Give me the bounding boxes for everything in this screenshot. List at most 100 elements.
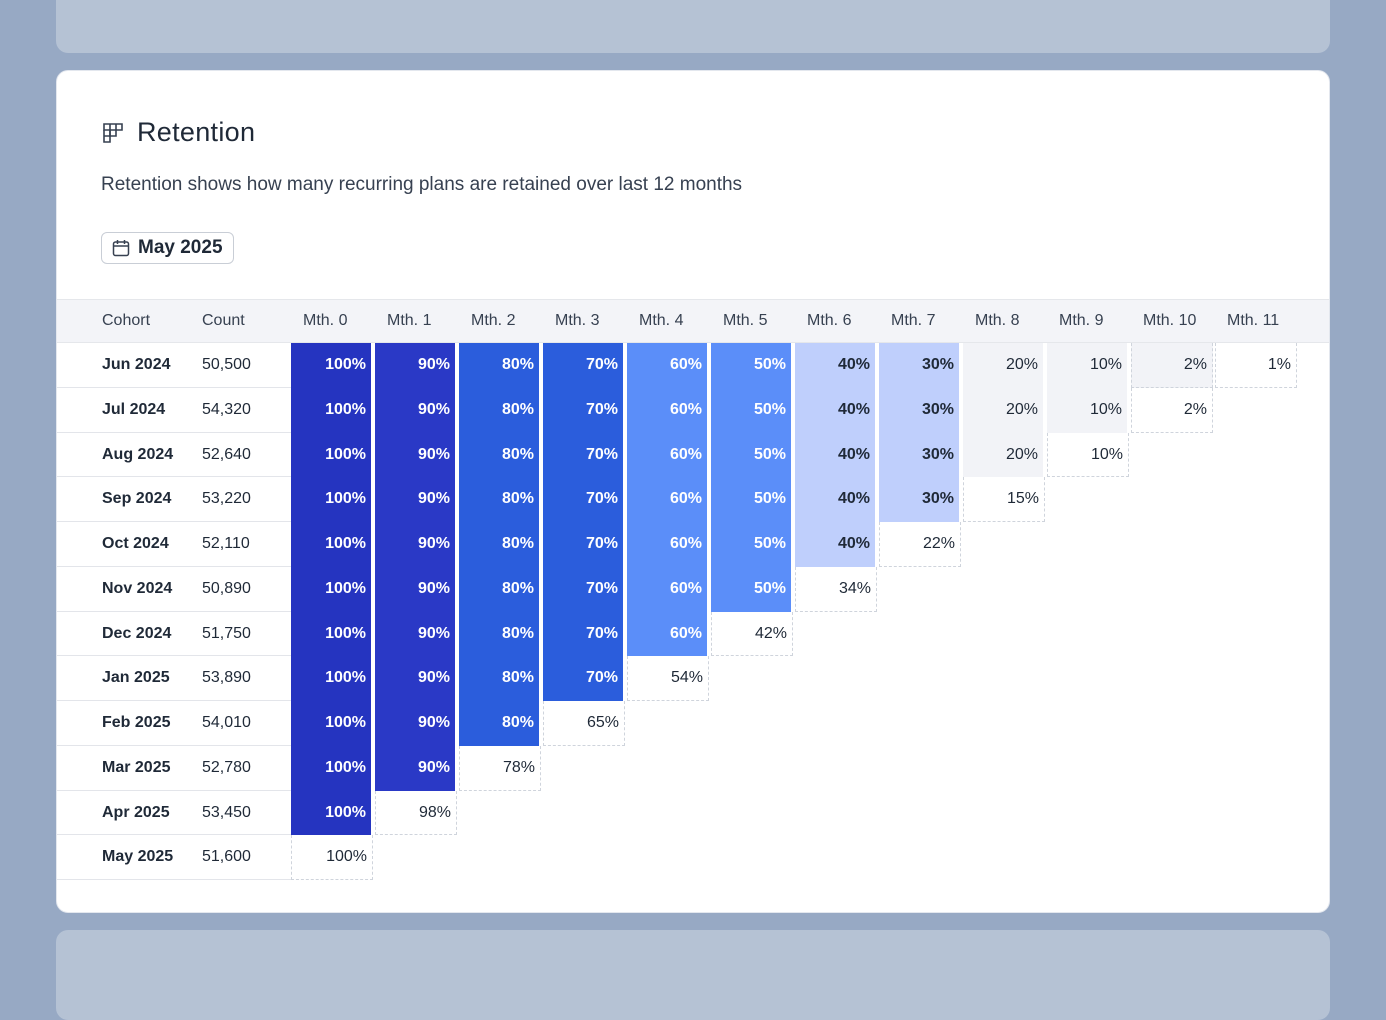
retention-cell: 2% [1131, 343, 1213, 388]
retention-cell: 60% [627, 566, 709, 612]
retention-cell: 90% [375, 387, 457, 433]
row-label-cell: Oct 2024 52,110 [57, 522, 291, 567]
table-row: Jun 2024 50,500 100% 90% 80% 70% 60% 50% 40% 30% 2… [57, 343, 1329, 388]
retention-cell: 90% [375, 477, 457, 522]
retention-cell: 78% [459, 745, 541, 791]
retention-cell: 60% [627, 387, 709, 433]
row-label-cell: Aug 2024 52,640 [57, 433, 291, 478]
retention-cell: 30% [879, 343, 961, 388]
retention-cell: 42% [711, 611, 793, 657]
retention-cell: 50% [711, 432, 793, 478]
row-label-cell: Sep 2024 53,220 [57, 477, 291, 522]
cohort-label: Sep 2024 [102, 490, 172, 508]
retention-cell: 20% [963, 343, 1045, 388]
cohort-count: 52,780 [202, 758, 251, 776]
cohort-label: Feb 2025 [102, 714, 171, 731]
header-month-2: Mth. 2 [471, 312, 516, 329]
retention-cell: 80% [459, 343, 541, 388]
retention-cell: 70% [543, 387, 625, 433]
retention-cell: 90% [375, 432, 457, 478]
next-card [56, 930, 1330, 1020]
row-label-cell: Mar 2025 52,780 [57, 746, 291, 791]
retention-cell: 20% [963, 387, 1045, 433]
retention-cell: 90% [375, 611, 457, 657]
retention-cell: 100% [291, 343, 373, 388]
retention-cell: 50% [711, 477, 793, 522]
header-month-10: Mth. 10 [1143, 312, 1197, 329]
retention-cell: 80% [459, 387, 541, 433]
retention-cell: 80% [459, 477, 541, 522]
cohort-count: 50,890 [202, 579, 251, 597]
header-month-6: Mth. 6 [807, 312, 852, 329]
cohort-count: 54,320 [202, 400, 251, 418]
cohort-label: Apr 2025 [102, 803, 170, 821]
header-month-8: Mth. 8 [975, 312, 1020, 329]
header-month-1: Mth. 1 [387, 312, 432, 329]
row-label-cell: Apr 2025 53,450 [57, 791, 291, 836]
retention-cell: 100% [291, 701, 373, 746]
retention-cell: 60% [627, 432, 709, 478]
retention-cell: 50% [711, 566, 793, 612]
retention-cell: 2% [1131, 387, 1213, 433]
cohort-count: 53,890 [202, 669, 251, 687]
retention-cell: 50% [711, 387, 793, 433]
cohort-label: Jan 2025 [102, 669, 170, 687]
retention-cell: 90% [375, 343, 457, 388]
table-row: Aug 2024 52,640 100% 90% 80% 70% 60% 50% 40% 30% 2… [57, 432, 1329, 478]
retention-cell: 80% [459, 522, 541, 567]
table-header: Cohort Count Mth. 0 Mth. 1 Mth. 2 Mth. 3 Mth… [57, 299, 1329, 343]
retention-cell: 80% [459, 432, 541, 478]
header-month-3: Mth. 3 [555, 312, 600, 329]
table-row: Oct 2024 52,110 100% 90% 80% 70% 60% 50% 40% 22% [57, 522, 1329, 567]
row-label-cell: May 2025 51,600 [57, 835, 291, 880]
header-cohort: Cohort [102, 312, 151, 329]
retention-cell: 100% [291, 522, 373, 567]
table-grid-icon [101, 121, 125, 145]
retention-cell: 90% [375, 701, 457, 746]
retention-cell: 100% [291, 387, 373, 433]
cohort-label: Aug 2024 [102, 445, 174, 463]
cohort-count: 50,500 [202, 356, 251, 373]
retention-cell: 98% [375, 790, 457, 836]
retention-cell: 40% [795, 477, 877, 522]
retention-cell: 1% [1215, 343, 1297, 388]
date-picker-button[interactable]: May 2025 [101, 232, 234, 264]
row-label-cell: Feb 2025 54,010 [57, 701, 291, 746]
card-title: Retention [137, 117, 256, 147]
card-subtitle: Retention shows how many recurring plans… [101, 174, 743, 195]
cohort-label: Oct 2024 [102, 535, 169, 552]
header-month-5: Mth. 5 [723, 312, 768, 329]
retention-cell: 15% [963, 477, 1045, 522]
retention-cell: 40% [795, 522, 877, 567]
retention-cell: 70% [543, 566, 625, 612]
retention-cell: 40% [795, 343, 877, 388]
cohort-count: 52,110 [202, 535, 250, 552]
header-count: Count [202, 312, 245, 329]
table-row: Jul 2024 54,320 100% 90% 80% 70% 60% 50% 40% 30% 2… [57, 387, 1329, 433]
retention-cell: 20% [963, 432, 1045, 478]
retention-cell: 30% [879, 432, 961, 478]
cohort-label: Jul 2024 [102, 400, 166, 418]
table-row: Feb 2025 54,010 100% 90% 80% 65% [57, 701, 1329, 746]
retention-cell: 60% [627, 522, 709, 567]
table-row: Dec 2024 51,750 100% 90% 80% 70% 60% 42% [57, 611, 1329, 657]
retention-cell: 22% [879, 522, 961, 567]
calendar-icon [112, 239, 130, 257]
retention-cell: 65% [543, 701, 625, 746]
retention-table: Cohort Count Mth. 0 Mth. 1 Mth. 2 Mth. 3 Mth… [57, 299, 1329, 880]
row-label-cell: Jun 2024 50,500 [57, 343, 291, 388]
retention-cell: 100% [291, 432, 373, 478]
retention-cell: 80% [459, 611, 541, 657]
row-label-cell: Jul 2024 54,320 [57, 388, 291, 433]
retention-cell: 70% [543, 611, 625, 657]
header-month-9: Mth. 9 [1059, 312, 1104, 329]
retention-cell: 90% [375, 745, 457, 791]
retention-cell: 30% [879, 387, 961, 433]
retention-cell: 70% [543, 656, 625, 701]
table-row: Jan 2025 53,890 100% 90% 80% 70% 54% [57, 656, 1329, 701]
retention-cell: 80% [459, 701, 541, 746]
retention-cell: 80% [459, 656, 541, 701]
retention-cell: 90% [375, 656, 457, 701]
table-row: Apr 2025 53,450 100% 98% [57, 790, 1329, 836]
header-month-11: Mth. 11 [1227, 312, 1280, 329]
